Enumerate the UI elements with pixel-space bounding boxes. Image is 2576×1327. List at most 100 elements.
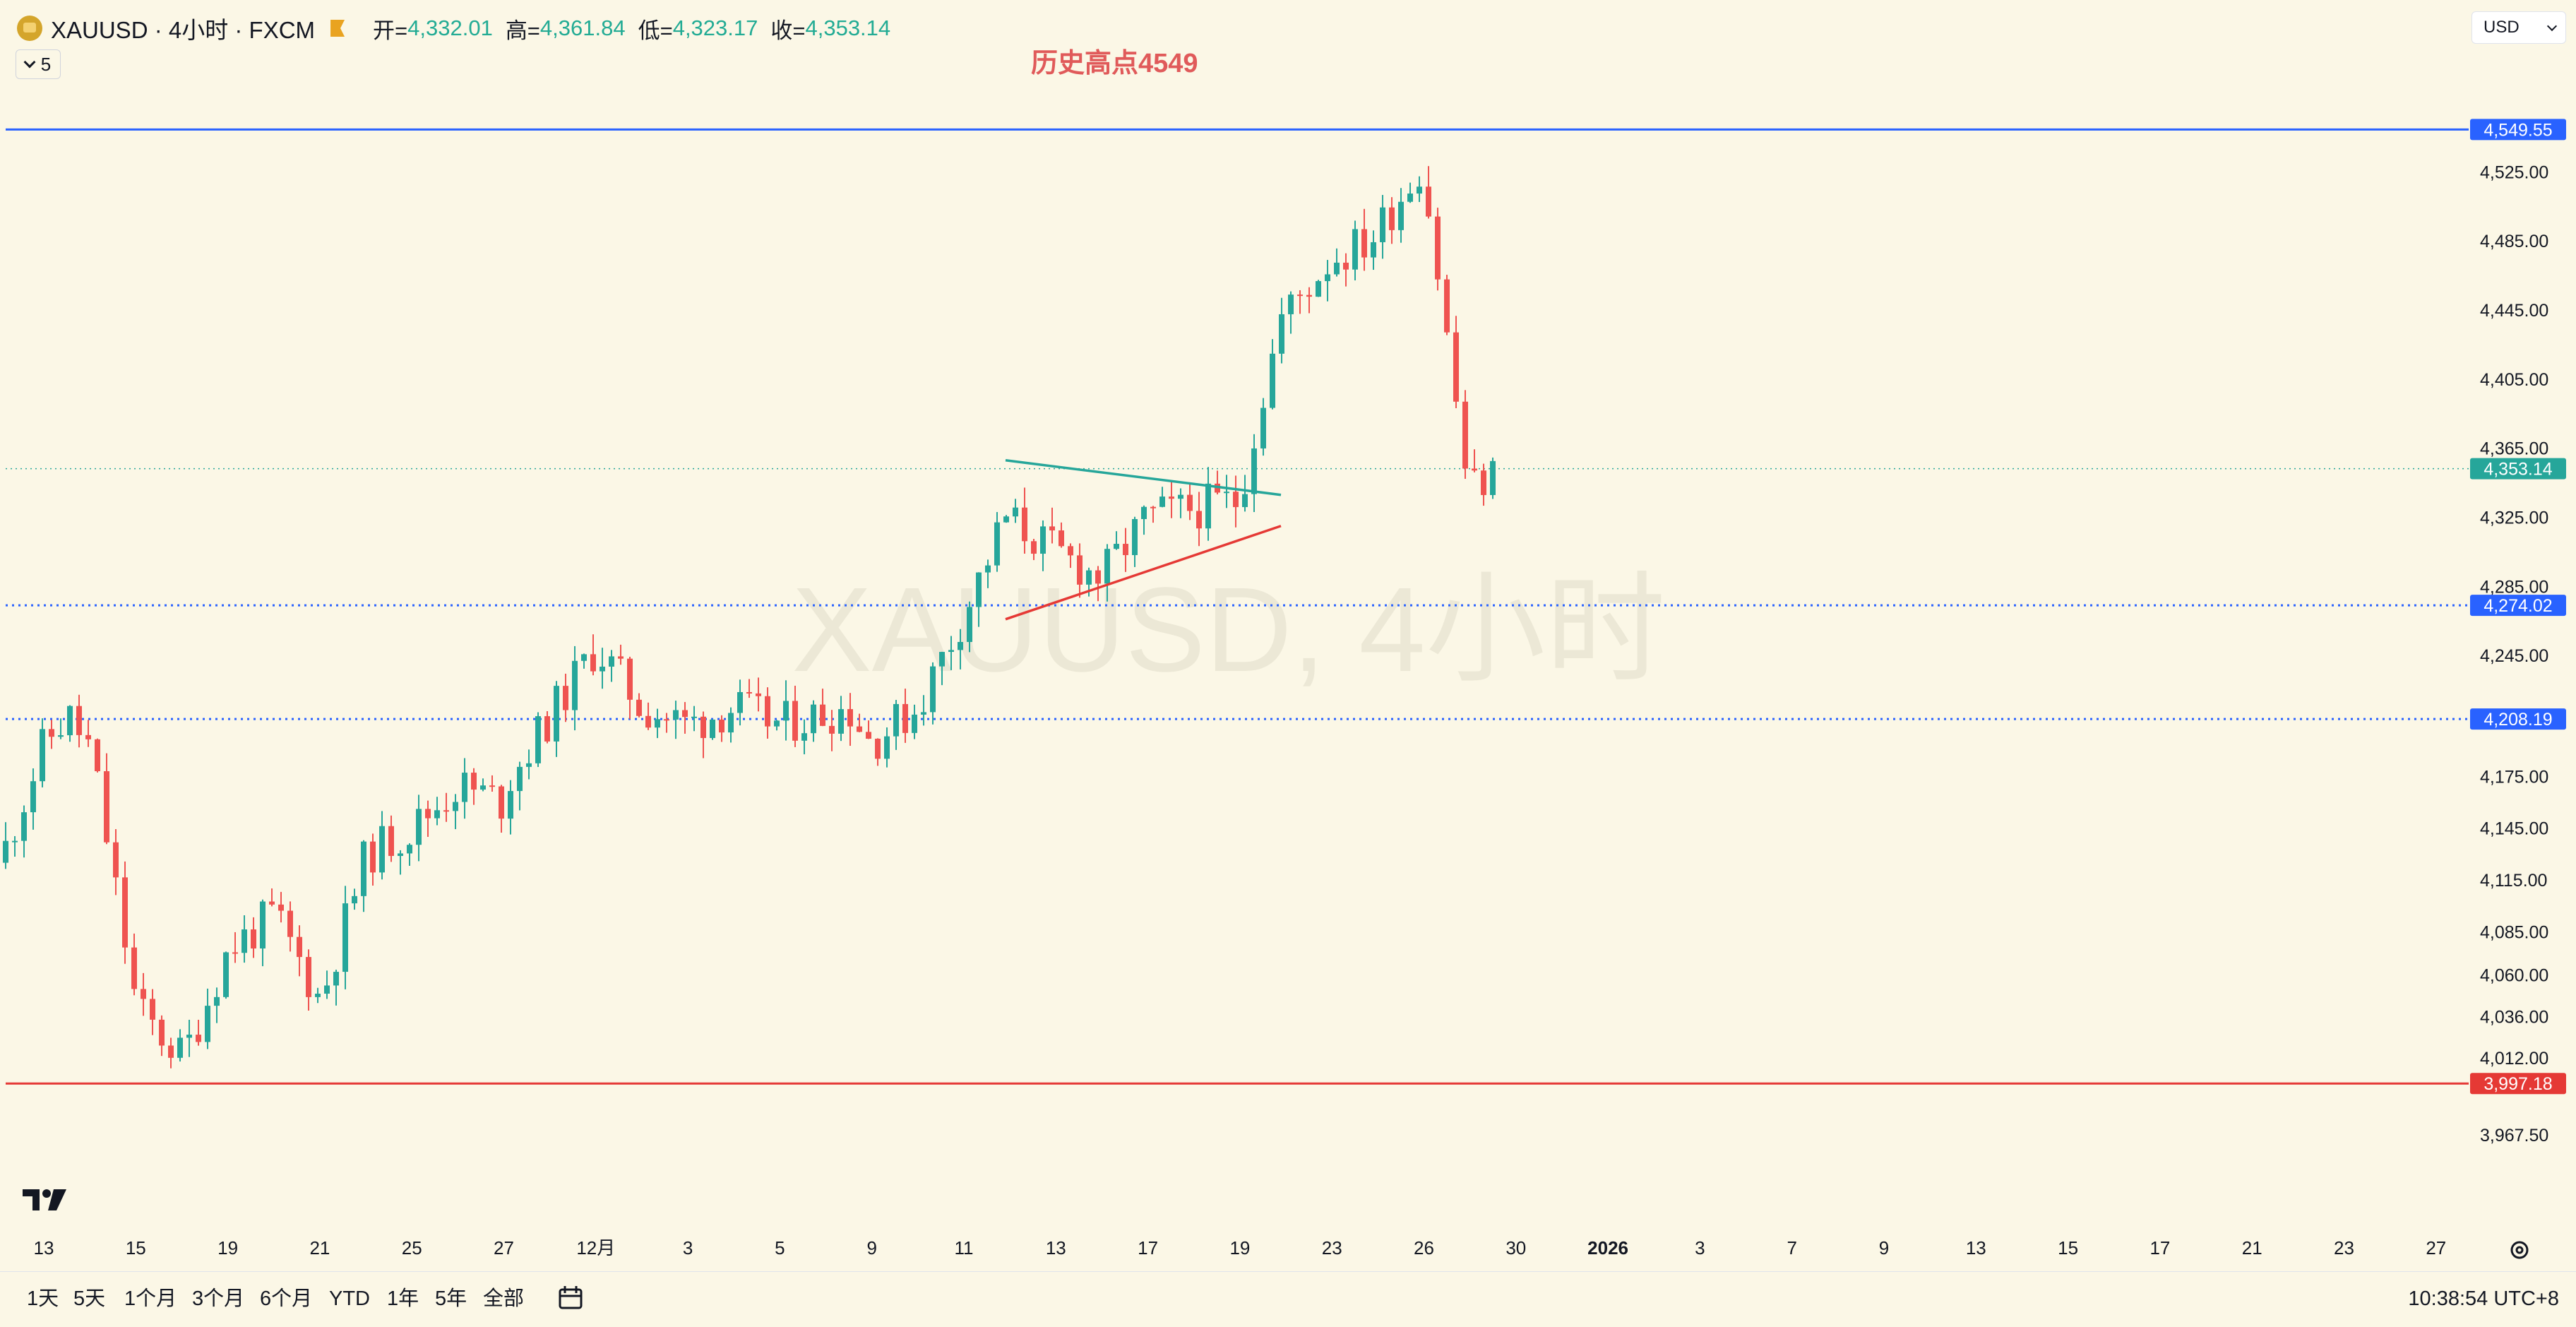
candle[interactable] — [645, 702, 651, 730]
symbol-title[interactable]: XAUUSD · 4小时 · FXCM — [51, 17, 316, 43]
candle[interactable] — [1361, 208, 1367, 271]
candle[interactable] — [526, 749, 532, 780]
candle[interactable] — [912, 704, 917, 739]
candle[interactable] — [967, 601, 972, 653]
settings-gear-icon[interactable] — [2510, 1241, 2529, 1259]
candle[interactable] — [1417, 176, 1422, 203]
candle[interactable] — [214, 987, 220, 1023]
candle[interactable] — [251, 917, 256, 958]
candle[interactable] — [811, 700, 816, 742]
candle[interactable] — [1095, 566, 1101, 602]
candle[interactable] — [884, 727, 890, 768]
tradingview-logo-icon[interactable] — [23, 1188, 68, 1212]
candle[interactable] — [1040, 520, 1046, 571]
candle[interactable] — [1059, 522, 1064, 548]
range-button[interactable]: 1年 — [387, 1287, 419, 1310]
candle[interactable] — [471, 768, 477, 805]
range-button[interactable]: 全部 — [483, 1287, 525, 1310]
candle[interactable] — [517, 761, 523, 811]
candle[interactable] — [131, 933, 137, 996]
candle[interactable] — [425, 800, 431, 838]
candle[interactable] — [58, 718, 64, 739]
candle[interactable] — [40, 718, 45, 787]
candle[interactable] — [1297, 290, 1303, 314]
candle[interactable] — [388, 815, 394, 862]
candle[interactable] — [1068, 543, 1073, 569]
candle[interactable] — [535, 712, 541, 768]
candle[interactable] — [443, 792, 449, 822]
candle[interactable] — [113, 829, 119, 895]
utc-clock[interactable]: 10:38:54 UTC+8 — [2408, 1287, 2559, 1310]
candle[interactable] — [499, 785, 504, 833]
candle[interactable] — [719, 715, 724, 742]
candle[interactable] — [287, 901, 293, 952]
candle[interactable] — [866, 720, 871, 739]
candle[interactable] — [1187, 483, 1193, 520]
candle[interactable] — [691, 706, 697, 732]
candle[interactable] — [857, 713, 862, 732]
candle[interactable] — [1196, 492, 1202, 547]
candle[interactable] — [1444, 275, 1450, 335]
candle[interactable] — [398, 850, 403, 875]
candle[interactable] — [756, 677, 761, 712]
candle[interactable] — [1270, 339, 1275, 410]
candle[interactable] — [407, 843, 412, 866]
candle[interactable] — [939, 651, 945, 686]
candle[interactable] — [232, 932, 238, 963]
candle[interactable] — [921, 695, 926, 726]
candle[interactable] — [774, 720, 780, 731]
candle[interactable] — [838, 696, 844, 742]
candle[interactable] — [1426, 166, 1431, 219]
candle[interactable] — [636, 693, 642, 718]
candle[interactable] — [829, 710, 835, 751]
candle[interactable] — [1306, 287, 1312, 314]
candle[interactable] — [710, 719, 715, 740]
trendline-0[interactable] — [1005, 459, 1282, 496]
candle[interactable] — [122, 861, 128, 964]
candle[interactable] — [1435, 208, 1441, 291]
candle[interactable] — [976, 572, 982, 627]
candle[interactable] — [12, 835, 18, 857]
candle[interactable] — [893, 700, 899, 750]
candle[interactable] — [1003, 515, 1009, 523]
candle[interactable] — [416, 795, 422, 862]
candle[interactable] — [1123, 528, 1128, 572]
candle[interactable] — [590, 634, 596, 676]
candle[interactable] — [1279, 297, 1284, 364]
candle[interactable] — [508, 780, 513, 835]
candle[interactable] — [352, 888, 357, 910]
candle[interactable] — [205, 988, 210, 1049]
candle[interactable] — [1205, 467, 1211, 541]
candle[interactable] — [728, 707, 734, 743]
candle[interactable] — [875, 738, 881, 766]
candle[interactable] — [765, 687, 770, 739]
candle[interactable] — [902, 689, 908, 743]
candle[interactable] — [453, 794, 458, 830]
candle[interactable] — [581, 653, 587, 669]
candle[interactable] — [1407, 182, 1413, 203]
candle[interactable] — [1481, 463, 1486, 506]
candle[interactable] — [85, 720, 91, 747]
candle[interactable] — [1288, 291, 1294, 334]
range-button[interactable]: 1个月 — [124, 1287, 177, 1310]
candle[interactable] — [746, 679, 752, 698]
candle[interactable] — [1380, 195, 1385, 259]
range-button[interactable]: 6个月 — [260, 1287, 313, 1310]
candle[interactable] — [361, 840, 366, 912]
candle[interactable] — [563, 673, 568, 722]
candle[interactable] — [1233, 475, 1239, 528]
candle[interactable] — [1132, 516, 1138, 567]
candle[interactable] — [1462, 390, 1468, 480]
range-button[interactable]: 5天 — [73, 1287, 106, 1310]
candle[interactable] — [434, 797, 440, 826]
candle[interactable] — [1398, 188, 1404, 243]
candle[interactable] — [370, 833, 376, 886]
candle[interactable] — [30, 768, 36, 830]
candle[interactable] — [930, 662, 936, 725]
candle[interactable] — [242, 915, 247, 963]
candle[interactable] — [159, 1015, 165, 1057]
candle[interactable] — [1352, 220, 1358, 281]
indicators-collapse-button[interactable]: 5 — [16, 49, 61, 79]
candle[interactable] — [572, 645, 578, 731]
candle[interactable] — [1334, 248, 1340, 277]
